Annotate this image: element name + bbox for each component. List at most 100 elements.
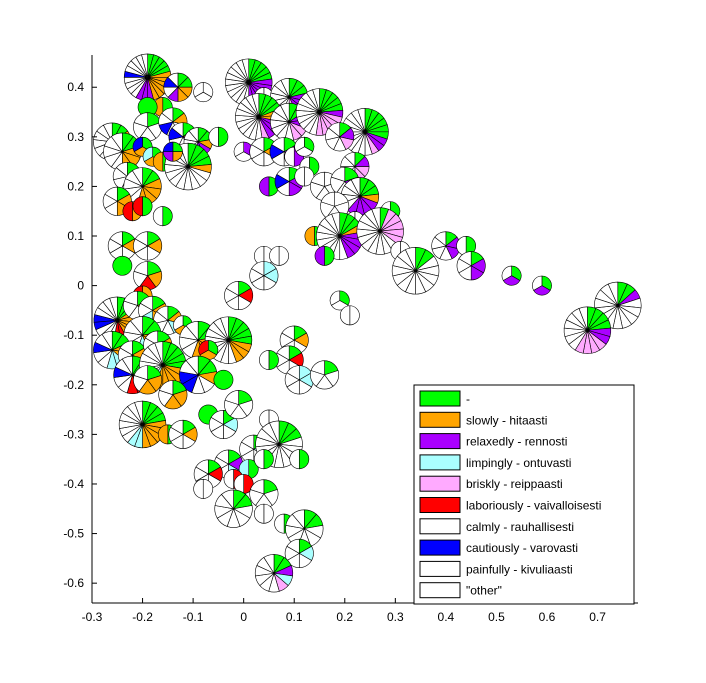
legend-label: cautiously - varovasti <box>466 541 578 555</box>
pie-slice <box>208 126 219 147</box>
pie-slice <box>259 350 270 370</box>
pie-slice <box>130 316 143 337</box>
pie-slice <box>223 469 234 489</box>
pie-glyph <box>356 207 404 255</box>
pie-slice <box>607 281 619 306</box>
x-axis: -0.3 -0.2 -0.1 0 0.1 0.2 0.3 0.4 0.5 0.6 0.7 <box>82 598 606 624</box>
pie-glyph <box>594 281 642 330</box>
pie-slice <box>259 176 270 197</box>
pie-slice <box>320 191 335 207</box>
pie-glyph <box>341 108 389 156</box>
pie-slice <box>269 420 280 445</box>
legend-swatch <box>419 560 461 577</box>
pie-slice <box>350 177 361 197</box>
pie-glyph <box>259 350 279 370</box>
pie-glyph <box>249 479 279 509</box>
pie-glyph <box>284 365 314 395</box>
pie-glyph <box>289 449 310 470</box>
legend-swatch <box>419 475 461 492</box>
pie-slice <box>263 554 275 575</box>
y-axis: 0.4 0.3 0.2 0.1 0 -0.1 -0.2 -0.3 -0.4 -0.5 -0.6 <box>63 80 97 590</box>
pie-slice <box>310 360 325 376</box>
pie-glyph <box>249 261 279 291</box>
pie-glyph <box>233 474 254 494</box>
y-tick-label: -0.4 <box>63 477 84 491</box>
pie-slice <box>121 355 133 376</box>
pie-glyph <box>284 538 314 568</box>
pie-glyph <box>112 255 133 276</box>
pie-slice <box>241 434 255 450</box>
pie-glyph <box>254 554 294 593</box>
pie-slice <box>185 321 199 341</box>
pie-slice <box>145 330 159 346</box>
pie-glyph <box>532 275 552 296</box>
pie-slice <box>298 449 310 470</box>
pie-glyph <box>255 420 303 469</box>
legend-label: laboriously - vaivalloisesti <box>466 499 601 513</box>
pie-slice <box>329 290 341 306</box>
pie-slice <box>213 369 234 390</box>
pie-slice <box>289 449 300 470</box>
pie-glyph <box>133 112 163 142</box>
legend-label: briskly - reippaasti <box>466 477 563 491</box>
pie-glyph <box>431 231 461 261</box>
pie-slice <box>304 226 315 246</box>
pie-slice <box>134 231 148 247</box>
pie-glyph <box>213 369 234 390</box>
pie-slice <box>281 325 295 341</box>
pie-glyph <box>259 176 279 197</box>
data-glyphs <box>93 53 642 593</box>
pie-slice <box>170 419 184 435</box>
pie-slice <box>434 231 447 247</box>
y-tick-label: 0.2 <box>67 179 84 193</box>
pie-slice <box>269 245 280 266</box>
x-tick-label: -0.2 <box>132 610 153 624</box>
pie-slice <box>202 479 214 499</box>
pie-slice <box>312 88 320 113</box>
pie-slice <box>122 201 133 222</box>
pie-slice <box>314 245 325 266</box>
pie-glyph <box>168 419 198 449</box>
pie-slice <box>274 513 285 534</box>
pie-slice <box>131 167 143 188</box>
pie-slice <box>109 296 118 321</box>
pie-glyph <box>214 489 253 528</box>
pie-slice <box>162 206 173 227</box>
pie-slice <box>152 151 164 172</box>
pie-glyph <box>310 360 339 390</box>
pie-slice <box>104 186 118 202</box>
pie-slice <box>152 206 164 227</box>
pie-glyph <box>179 355 218 394</box>
pie-glyph <box>133 365 163 395</box>
y-tick-label: -0.3 <box>63 427 84 441</box>
pie-slice <box>159 380 174 396</box>
pie-slice <box>357 108 366 132</box>
pie-slice <box>280 78 290 98</box>
pie-slice <box>133 365 148 381</box>
pie-slice <box>154 341 164 366</box>
pie-slice <box>331 212 341 237</box>
pie-slice <box>263 503 274 524</box>
pie-slice <box>142 146 153 162</box>
x-tick-label: -0.1 <box>183 610 204 624</box>
pie-slice <box>251 261 265 277</box>
pie-slice <box>123 290 138 306</box>
pie-slice <box>133 112 148 128</box>
pie-slice <box>233 141 244 157</box>
pie-slice <box>349 305 360 326</box>
legend-swatch <box>419 497 461 513</box>
pie-slice <box>294 136 305 152</box>
legend-label: calmly - rauhallisesti <box>466 520 574 534</box>
pie-slice <box>134 400 143 425</box>
legend-label: limpingly - ontuvasti <box>466 456 571 470</box>
y-tick-label: 0.4 <box>67 80 84 94</box>
legend-swatch <box>419 518 461 535</box>
pie-glyph <box>501 265 522 286</box>
x-tick-label: 0.4 <box>438 610 455 624</box>
x-tick-label: 0.2 <box>336 610 353 624</box>
pie-slice <box>110 132 123 153</box>
x-tick-label: 0.7 <box>589 610 606 624</box>
y-tick-label: -0.2 <box>63 378 84 392</box>
pie-slice <box>276 166 290 182</box>
